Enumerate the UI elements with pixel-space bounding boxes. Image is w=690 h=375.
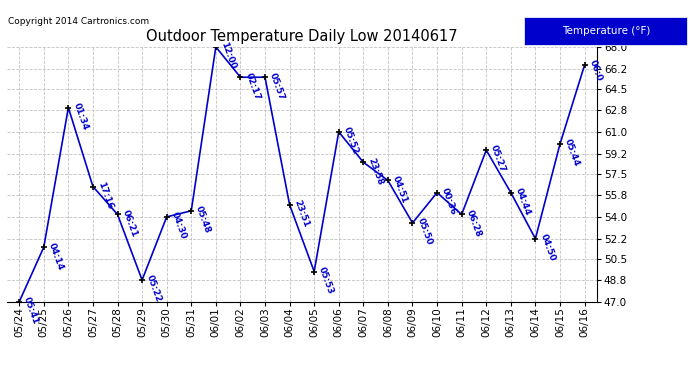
Text: 00:36: 00:36 — [440, 186, 458, 216]
Text: 05:52: 05:52 — [342, 126, 360, 156]
Text: 12:00: 12:00 — [219, 41, 237, 70]
Text: 05:53: 05:53 — [317, 266, 335, 295]
Text: 04:30: 04:30 — [170, 211, 188, 241]
Text: 17:16: 17:16 — [96, 180, 114, 210]
Text: 04:14: 04:14 — [47, 241, 65, 271]
Text: 23:58: 23:58 — [366, 156, 384, 186]
Text: Copyright 2014 Cartronics.com: Copyright 2014 Cartronics.com — [8, 17, 150, 26]
Text: 05:44: 05:44 — [563, 138, 581, 168]
Text: 23:51: 23:51 — [293, 199, 310, 229]
Text: 04:44: 04:44 — [514, 186, 532, 217]
Text: 06:28: 06:28 — [464, 209, 483, 238]
Text: 04:51: 04:51 — [391, 174, 409, 204]
Text: Temperature (°F): Temperature (°F) — [562, 26, 650, 36]
Text: 05:57: 05:57 — [268, 71, 286, 101]
Text: 06:0: 06:0 — [587, 59, 604, 83]
Text: 05:50: 05:50 — [415, 217, 433, 247]
Text: 05:41: 05:41 — [22, 296, 41, 326]
Text: 06:21: 06:21 — [121, 209, 139, 238]
Text: 01:34: 01:34 — [71, 102, 90, 132]
Text: 05:22: 05:22 — [145, 274, 164, 304]
Text: 02:17: 02:17 — [244, 71, 262, 101]
Text: 05:48: 05:48 — [194, 205, 213, 235]
Title: Outdoor Temperature Daily Low 20140617: Outdoor Temperature Daily Low 20140617 — [146, 29, 457, 44]
Text: 05:27: 05:27 — [489, 144, 507, 174]
Text: 04:50: 04:50 — [538, 232, 557, 262]
